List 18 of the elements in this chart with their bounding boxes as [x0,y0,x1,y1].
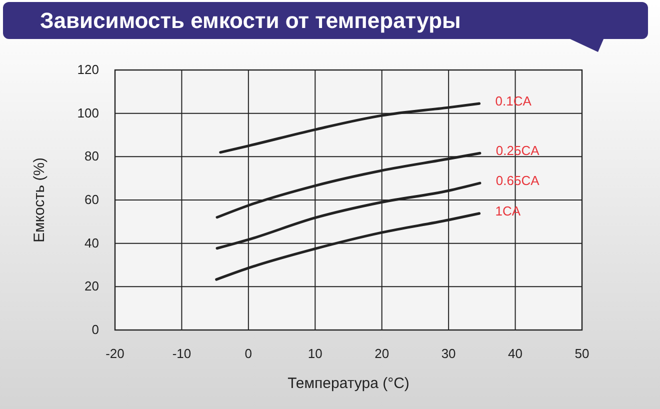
y-tick-label: 120 [77,62,99,77]
x-tick-label: 40 [508,346,523,361]
x-tick-label: 0 [244,346,252,361]
x-tick-label: 30 [441,346,456,361]
y-tick-label: 20 [84,278,99,294]
chart-title: Зависимость емкости от температуры [40,8,461,33]
x-tick-label: 10 [308,346,322,361]
x-tick-label: 20 [374,346,390,361]
x-tick-label: -20 [106,346,124,361]
y-tick-label: 60 [84,192,99,207]
x-tick-label: 50 [574,346,590,361]
x-axis-title: Температура (°C) [288,375,410,392]
y-tick-label: 80 [84,148,99,164]
y-tick-label: 100 [77,105,99,120]
x-tick-label: -10 [172,346,192,361]
y-tick-label: 40 [84,235,99,250]
y-tick-label: 0 [92,322,99,337]
y-axis-title: Емкость (%) [31,157,48,243]
